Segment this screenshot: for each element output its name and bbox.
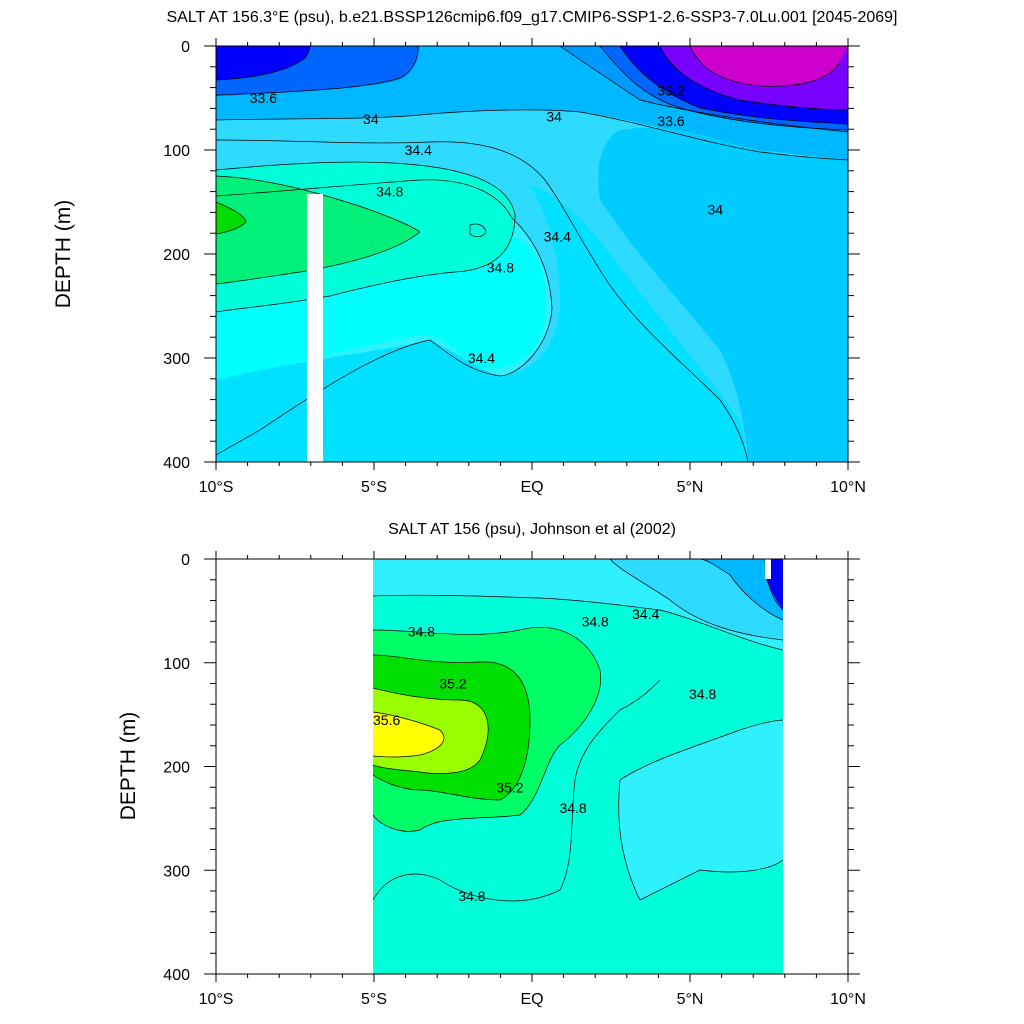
bottom-missing-data-notch <box>765 559 771 579</box>
bottom-contour-fill <box>373 559 783 974</box>
top-fill-left-33.2 <box>216 46 310 80</box>
top-y-axis-label: DEPTH (m) <box>52 200 75 309</box>
top-x-tick-label: 5°S <box>361 479 387 496</box>
bottom-contour-label: 34.8 <box>559 800 586 816</box>
top-y-tick-label: 400 <box>163 455 190 472</box>
bottom-contour-lines <box>373 559 783 902</box>
top-missing-data-gap <box>307 194 323 462</box>
top-fill-35.6 <box>216 202 246 234</box>
bottom-y-tick-label: 400 <box>163 967 190 984</box>
top-contour-label: 34 <box>363 111 379 127</box>
top-axes: 10°S 5°S EQ 5°N 10°N 0 100 200 300 400 <box>163 38 866 496</box>
bottom-x-tick-label: 10°S <box>199 991 234 1008</box>
bottom-y-tick-label: 0 <box>181 552 190 569</box>
bottom-contour-label: 34.8 <box>689 686 716 702</box>
top-contour-lines <box>216 46 848 462</box>
bottom-contour-labels: 34.8 34.8 34.4 35.2 35.6 34.8 35.2 34.8 34.8 <box>373 606 716 904</box>
bottom-x-tick-label: EQ <box>520 991 543 1008</box>
top-chart: SALT AT 156.3°E (psu), b.e21.BSSP126cmip… <box>52 9 898 496</box>
bottom-y-axis-label: DEPTH (m) <box>117 712 140 821</box>
top-chart-title: SALT AT 156.3°E (psu), b.e21.BSSP126cmip… <box>167 9 898 26</box>
top-contour-label: 33.6 <box>657 113 684 129</box>
top-contour-label: 34.8 <box>376 184 403 200</box>
top-contour-label: 33.6 <box>250 90 277 106</box>
bot-fill-36.4 <box>373 712 444 757</box>
bottom-y-tick-label: 200 <box>163 760 190 777</box>
bottom-chart: SALT AT 156 (psu), Johnson et al (2002) <box>117 521 866 1008</box>
bot-fill-deep-34.4 <box>618 720 783 900</box>
bottom-contour-label: 34.8 <box>408 624 435 640</box>
bot-fill-33.6-top <box>700 559 783 620</box>
top-x-tick-label: 5°N <box>677 479 704 496</box>
bottom-axes: 10°S 5°S EQ 5°N 10°N 0 100 200 300 400 <box>163 551 866 1008</box>
bottom-contour-label: 35.6 <box>373 712 400 728</box>
bottom-y-tick-label: 100 <box>163 656 190 673</box>
bottom-contour-label: 34.8 <box>458 888 485 904</box>
bottom-x-tick-label: 5°S <box>361 991 387 1008</box>
bottom-contour-label: 35.2 <box>439 676 466 692</box>
top-y-tick-label: 200 <box>163 247 190 264</box>
top-contour-label: 34.4 <box>544 228 571 244</box>
top-contour-label: 33.2 <box>657 83 684 99</box>
top-contour-labels: 33.6 34 34 33.2 33.6 34.4 34.8 34 34.4 34.8 34.4 <box>250 83 724 366</box>
top-contour-label: 34.4 <box>468 350 495 366</box>
top-y-tick-label: 100 <box>163 143 190 160</box>
top-x-tick-label: 10°N <box>830 479 866 496</box>
top-fill-32.4-band <box>690 46 848 87</box>
bottom-contour-label: 34.8 <box>582 613 609 629</box>
top-contour-label: 34 <box>546 109 562 125</box>
top-x-tick-label: EQ <box>520 479 543 496</box>
top-contour-label: 34.4 <box>405 142 432 158</box>
bottom-chart-title: SALT AT 156 (psu), Johnson et al (2002) <box>388 521 676 538</box>
top-contour-label: 34 <box>707 201 723 217</box>
top-fill-deep-34.0 <box>598 127 848 462</box>
bottom-y-tick-label: 300 <box>163 863 190 880</box>
top-y-tick-label: 0 <box>181 39 190 56</box>
top-contour-label: 34.8 <box>487 260 514 276</box>
bottom-contour-label: 34.4 <box>632 606 659 622</box>
bottom-contour-label: 35.2 <box>496 779 523 795</box>
bottom-x-tick-label: 10°N <box>830 991 866 1008</box>
top-fill-deep-34.4 <box>216 185 748 462</box>
bottom-x-tick-label: 5°N <box>677 991 704 1008</box>
top-y-tick-label: 300 <box>163 351 190 368</box>
top-x-tick-label: 10°S <box>199 479 234 496</box>
